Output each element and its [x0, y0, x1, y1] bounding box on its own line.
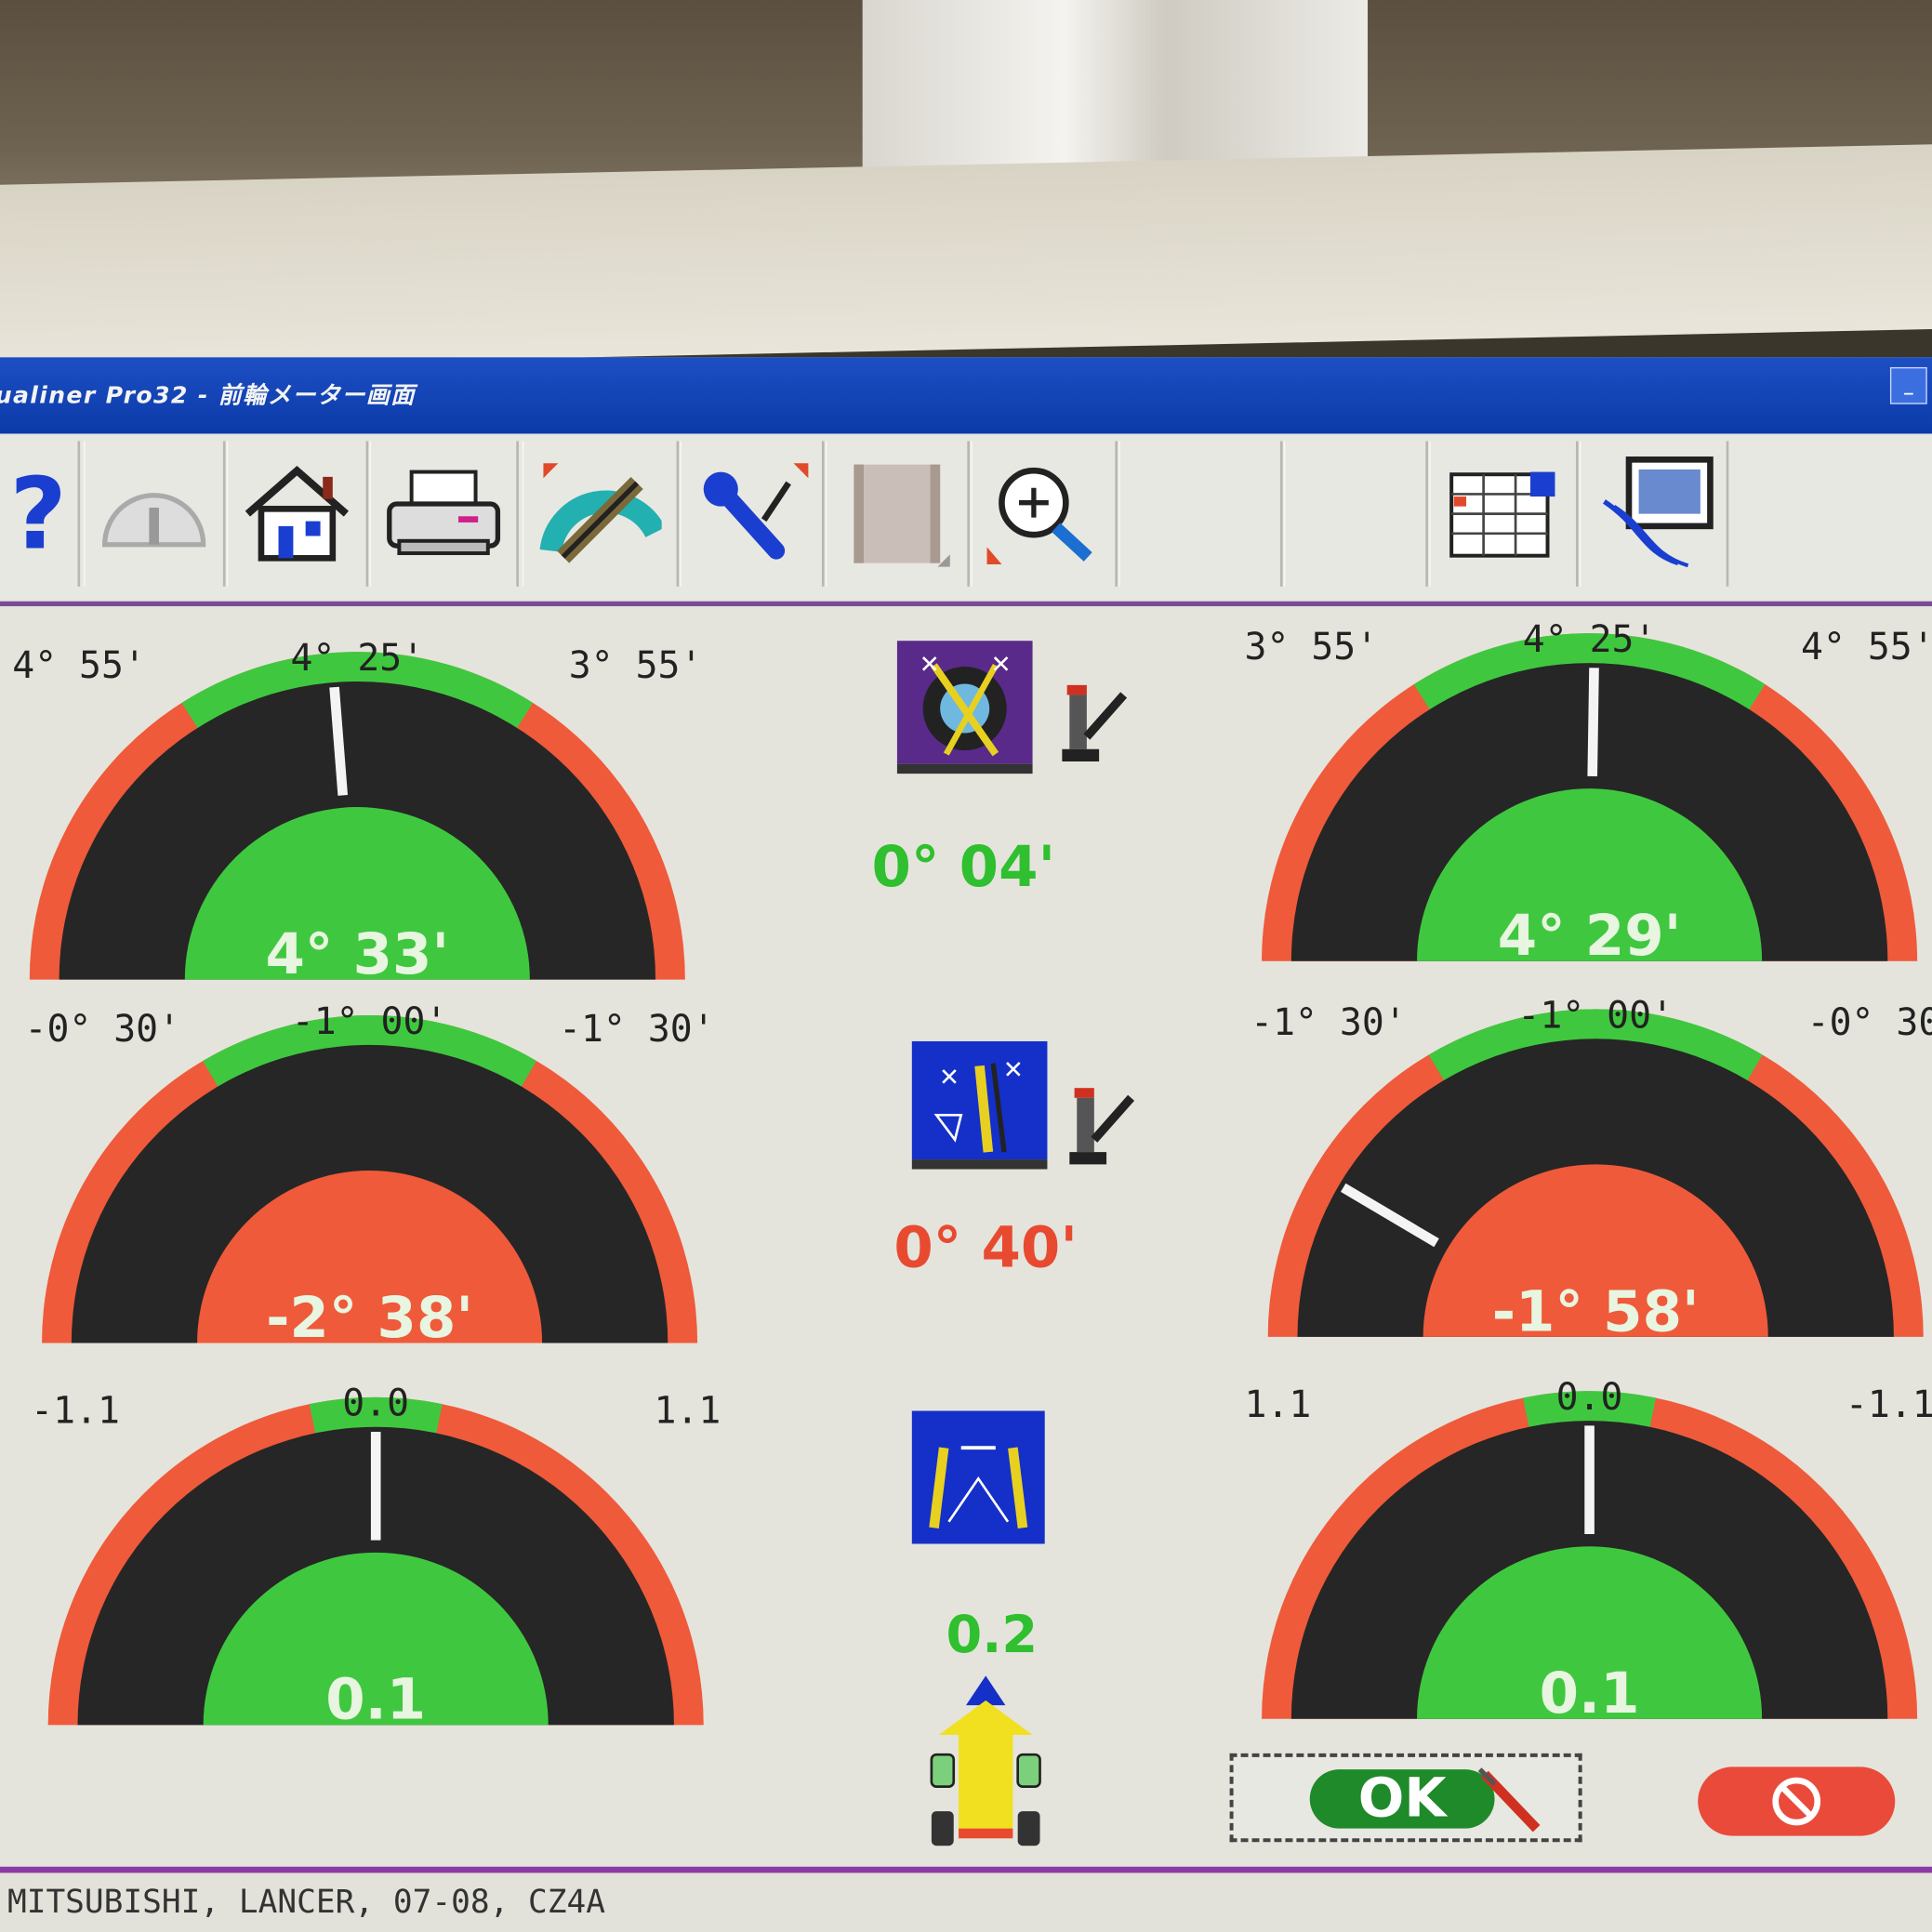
- value-disk: [203, 1552, 549, 1726]
- camber-wheel-icon: ✕ ✕: [911, 1040, 1048, 1170]
- monitor-icon: [1603, 457, 1714, 568]
- cancel-button[interactable]: [1698, 1767, 1896, 1836]
- screwdriver-icon: [1477, 1767, 1541, 1833]
- camber-indicator: ✕ ✕: [911, 1040, 1048, 1174]
- film-button[interactable]: [825, 441, 970, 587]
- gauge-caster-left: 4° 55' 4° 25' 3° 55' 4° 33': [12, 622, 702, 992]
- caster-indicator: ✕ ✕: [896, 641, 1035, 778]
- gauge-toe-right: 1.1 0.0 -1.1 0.1: [1245, 1361, 1932, 1731]
- gauge-value: 0.1: [325, 1665, 427, 1733]
- scale-label-right: -1.1: [1845, 1383, 1932, 1427]
- vehicle-info: MITSUBISHI, LANCER, 07-08, CZ4A: [7, 1884, 606, 1922]
- needle: [329, 686, 349, 796]
- svg-text:✕: ✕: [991, 651, 1012, 680]
- jack-icon: [1069, 1088, 1135, 1165]
- film-icon: [854, 464, 950, 567]
- scale-label-left: -0° 30': [24, 1008, 181, 1052]
- total-toe-value: 0.2: [946, 1604, 1039, 1665]
- scale-label-right: -1° 30': [559, 1008, 715, 1052]
- caster-cross-value: 0° 04': [871, 832, 1056, 900]
- scale-label-left: 1.1: [1244, 1383, 1312, 1427]
- scale-label-right: 1.1: [654, 1389, 721, 1434]
- ok-label: OK: [1309, 1768, 1495, 1829]
- wrench-icon: [703, 463, 809, 560]
- window-title: ualiner Pro32 - 前輪メーター画面: [0, 381, 416, 409]
- meter-button[interactable]: [84, 441, 226, 587]
- dial: [47, 1396, 704, 1726]
- svg-text:✕: ✕: [1003, 1056, 1024, 1085]
- car-arrow-icon: [930, 1675, 1041, 1846]
- caster-wheel-icon: ✕ ✕: [896, 641, 1033, 774]
- toe-wheels-icon: [911, 1410, 1045, 1544]
- question-mark-icon: ?: [9, 457, 67, 572]
- svg-text:✕: ✕: [920, 651, 940, 680]
- help-button[interactable]: ?: [0, 441, 81, 587]
- spreadsheet-icon: [1449, 471, 1555, 558]
- dial: [1262, 633, 1918, 961]
- scale-label-right: -0° 30: [1806, 1001, 1932, 1045]
- gauge-value: 4° 29': [1497, 902, 1682, 969]
- gauge-camber-left: -0° 30' -1° 00' -1° 30' -2° 38': [25, 986, 715, 1356]
- adjust-button[interactable]: [680, 441, 825, 587]
- dial: [1262, 1391, 1918, 1719]
- toolbar: ?: [0, 433, 1932, 607]
- gauge-camber-right: -1° 30' -1° 00' -0° 30 -1° 58': [1251, 980, 1932, 1350]
- scale-label-center: 4° 25': [290, 637, 425, 681]
- blank-button-1[interactable]: [1118, 441, 1283, 587]
- scale-label-center: 4° 25': [1522, 618, 1657, 662]
- svg-text:✕: ✕: [939, 1064, 959, 1092]
- jack-indicator-2: [1067, 1078, 1142, 1177]
- speedometer-icon: [101, 493, 206, 548]
- monitor-button[interactable]: [1579, 441, 1729, 587]
- scale-label-left: -1° 30': [1251, 1001, 1407, 1045]
- jack-icon: [1062, 684, 1128, 762]
- value-disk: [197, 1170, 543, 1343]
- scale-label-left: 3° 55': [1244, 626, 1379, 669]
- dial: [42, 1015, 698, 1343]
- needle: [1587, 668, 1599, 777]
- dial: [29, 652, 685, 980]
- scale-label-right: 3° 55': [568, 644, 703, 688]
- value-disk: [1423, 1164, 1768, 1337]
- gauge-value: 0.1: [1539, 1660, 1640, 1727]
- jack-indicator-1: [1060, 675, 1134, 774]
- dial: [1267, 1009, 1924, 1337]
- needle: [1341, 1183, 1439, 1248]
- scale-label-center: 0.0: [342, 1382, 410, 1426]
- blank-button-2[interactable]: [1283, 441, 1428, 587]
- scale-label-center: -1° 00': [291, 1000, 448, 1044]
- scale-label-right: 4° 55': [1801, 626, 1932, 669]
- status-bar: MITSUBISHI, LANCER, 07-08, CZ4A: [0, 1866, 1932, 1932]
- prohibited-icon: [1772, 1777, 1821, 1826]
- ok-button[interactable]: OK: [1229, 1753, 1582, 1843]
- home-button[interactable]: [226, 441, 369, 587]
- scale-label-center: 0.0: [1555, 1376, 1623, 1420]
- value-disk: [1417, 788, 1763, 961]
- gauge-value: 4° 33': [265, 920, 450, 987]
- scale-label-center: -1° 00': [1517, 994, 1674, 1038]
- gauge-toe-left: -1.1 0.0 1.1 0.1: [31, 1368, 721, 1738]
- toe-indicator: [911, 1410, 1045, 1548]
- scale-label-left: 4° 55': [12, 644, 146, 688]
- camber-cross-value: 0° 40': [893, 1213, 1078, 1280]
- measure-button[interactable]: [522, 441, 680, 587]
- gauge-value: -2° 38': [266, 1283, 474, 1351]
- vehicle-direction: [927, 1674, 1045, 1856]
- value-disk: [1417, 1546, 1763, 1719]
- spreadsheet-button[interactable]: [1429, 441, 1579, 587]
- protractor-icon: [539, 463, 662, 563]
- scale-label-left: -1.1: [31, 1389, 120, 1434]
- zoom-in-icon: [986, 467, 1092, 564]
- printer-icon: [387, 470, 501, 556]
- gauge-value: -1° 58': [1491, 1277, 1700, 1344]
- monitor-bezel: [0, 144, 1932, 370]
- title-bar: ualiner Pro32 - 前輪メーター画面 _: [0, 357, 1932, 434]
- home-icon: [245, 465, 350, 562]
- minimize-button[interactable]: _: [1889, 366, 1927, 404]
- gauge-caster-right: 3° 55' 4° 25' 4° 55' 4° 29': [1245, 603, 1932, 973]
- value-disk: [184, 807, 530, 980]
- zoom-button[interactable]: [971, 441, 1118, 587]
- print-button[interactable]: [369, 441, 519, 587]
